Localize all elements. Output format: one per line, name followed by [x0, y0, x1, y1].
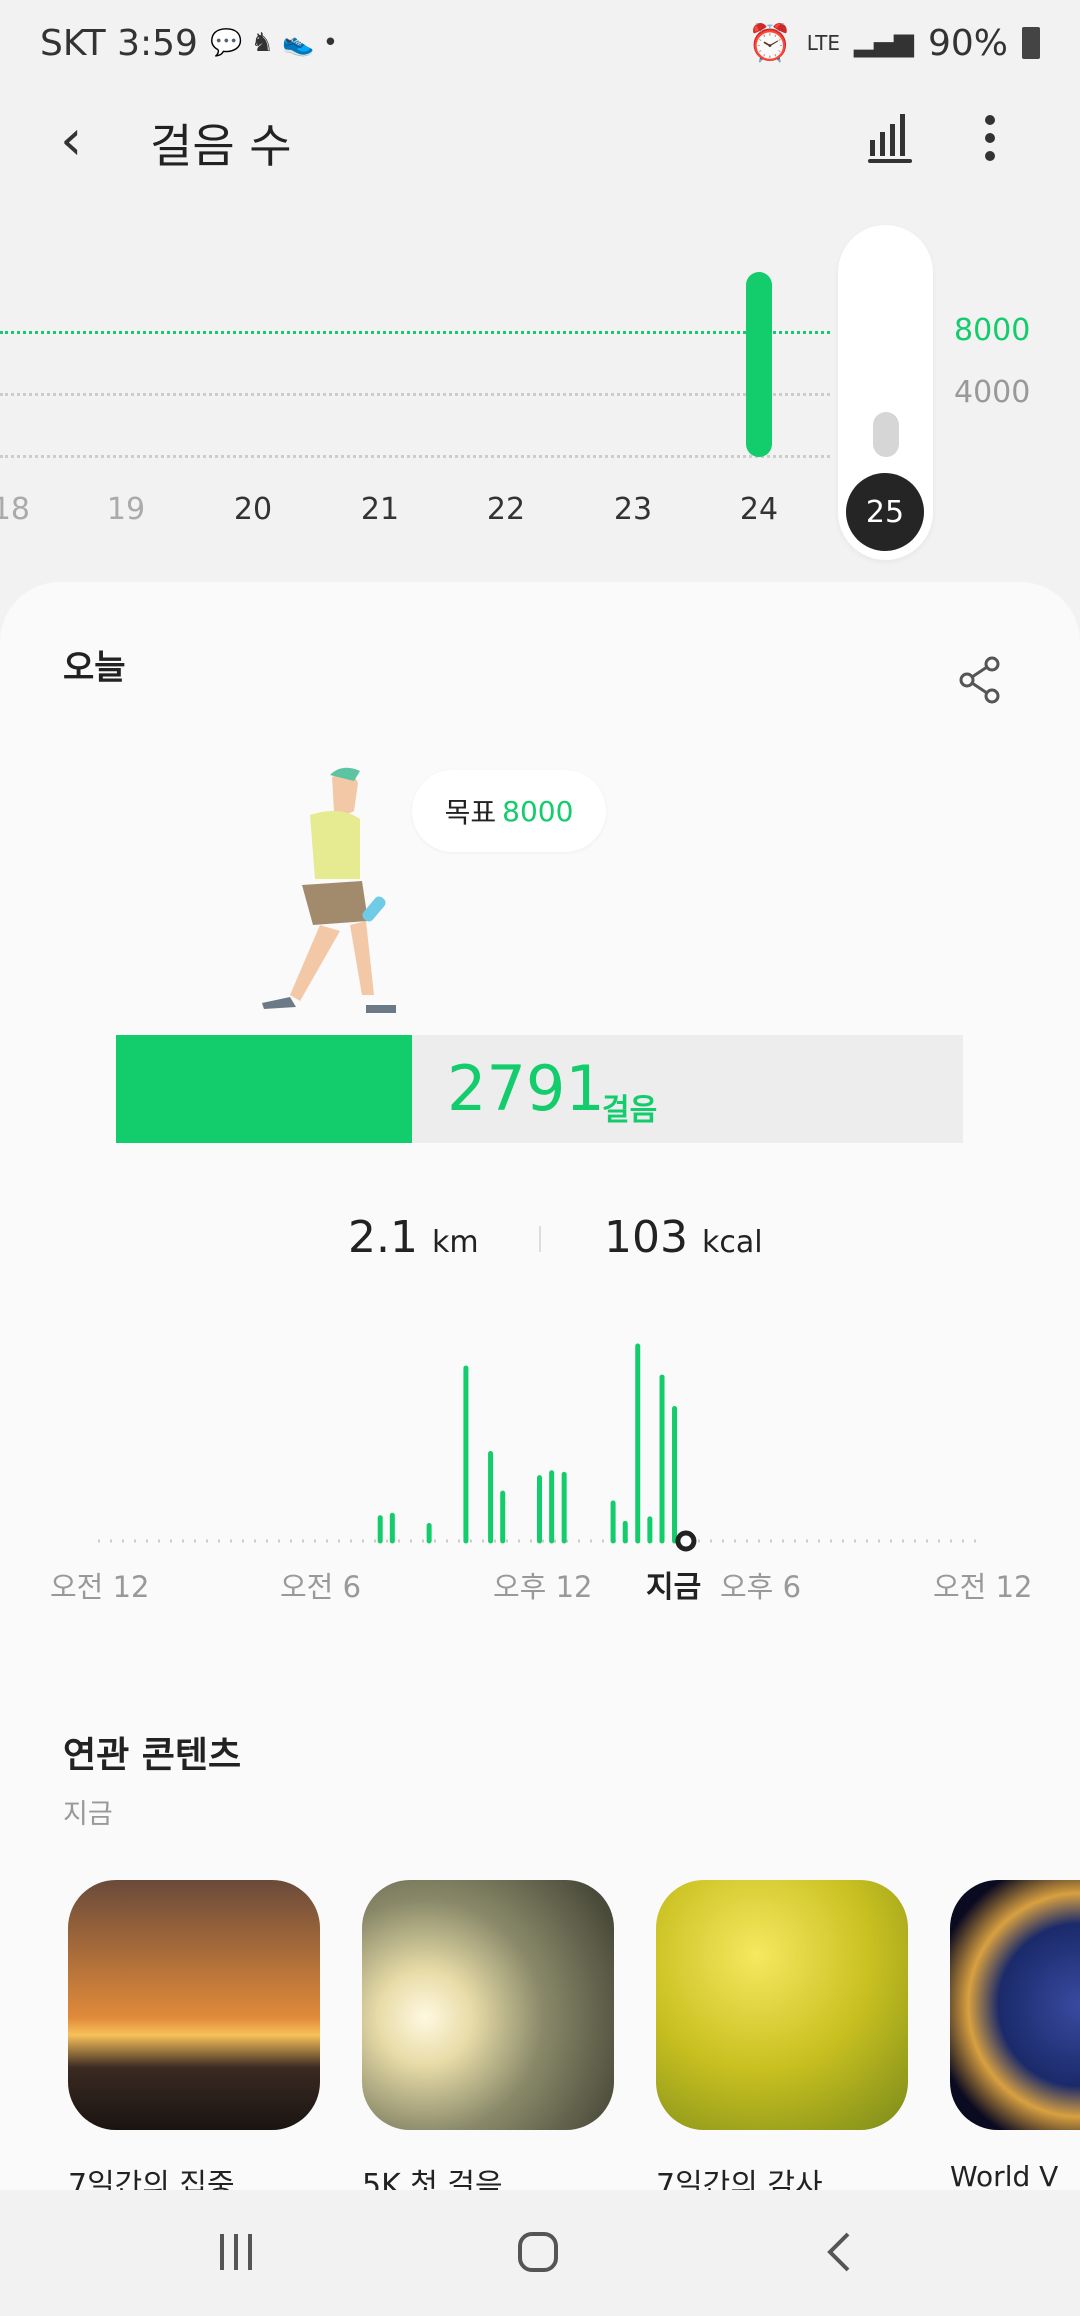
- gridline-4000: [0, 393, 830, 396]
- navigation-bar: [0, 2190, 1080, 2316]
- x-tick-label: 오전 6: [280, 1570, 362, 1604]
- calories-unit: kcal: [701, 1225, 763, 1260]
- back-button[interactable]: ‹: [60, 108, 83, 173]
- goal-bubble: 목표 8000: [412, 770, 606, 852]
- goal-value: 8000: [502, 794, 574, 828]
- content-card-image[interactable]: [656, 1880, 908, 2130]
- related-title: 연관 콘텐츠: [63, 1735, 242, 1776]
- content-card-image[interactable]: [362, 1880, 614, 2130]
- recents-icon[interactable]: [214, 2232, 258, 2272]
- hourly-steps-chart: [98, 1343, 981, 1552]
- day-label[interactable]: 23: [613, 492, 653, 527]
- day-bar-24[interactable]: [746, 272, 772, 457]
- now-label: 지금: [646, 1570, 702, 1605]
- alarm-icon: ⏰: [747, 23, 793, 64]
- day-bar-25[interactable]: [873, 412, 899, 457]
- x-tick-label: 오전 12: [933, 1570, 1033, 1604]
- status-bar: SKT 3:59 💬 ♞ 👟 • ⏰ LTE ▂▄▆ 90%: [40, 18, 1040, 68]
- distance-unit: km: [431, 1225, 479, 1260]
- x-tick-label: 오후 12: [493, 1570, 593, 1604]
- x-tick-label: 오전 12: [50, 1570, 150, 1604]
- network-type: LTE: [806, 31, 840, 55]
- clock: 3:59: [117, 22, 198, 64]
- content-card-image[interactable]: [68, 1880, 320, 2130]
- goal-prefix: 목표: [444, 796, 497, 829]
- steps-unit: 걸음: [602, 1093, 658, 1128]
- day-label[interactable]: 18: [0, 492, 30, 527]
- calories-value: 103: [604, 1212, 688, 1263]
- content-card-image[interactable]: [950, 1880, 1080, 2130]
- page-title: 걸음 수: [150, 119, 292, 173]
- walking-person-illustration: [262, 767, 396, 1013]
- now-marker: [675, 1530, 697, 1552]
- divider: [539, 1226, 541, 1252]
- more-vert-icon: [985, 115, 995, 161]
- carrier: SKT: [40, 22, 106, 64]
- x-tick-label: 오후 6: [720, 1570, 802, 1604]
- more-options-button[interactable]: [980, 112, 1000, 168]
- back-icon[interactable]: [824, 2232, 854, 2272]
- signal-icon: ▂▄▆: [853, 28, 914, 58]
- selected-day[interactable]: 25: [846, 473, 924, 551]
- calories: 103 kcal: [604, 1212, 763, 1263]
- notification-icons: 💬 ♞ 👟 •: [209, 28, 339, 58]
- goal-gridline: [0, 331, 830, 334]
- day-label[interactable]: 21: [360, 492, 400, 527]
- day-label[interactable]: 20: [233, 492, 273, 527]
- share-button[interactable]: [958, 656, 1002, 708]
- today-title: 오늘: [63, 648, 126, 688]
- battery-icon: [1022, 27, 1040, 59]
- share-icon: [959, 656, 1000, 704]
- steps-count: 2791: [447, 1052, 605, 1125]
- distance: 2.1 km: [348, 1212, 479, 1263]
- battery-level: 90%: [927, 22, 1008, 64]
- day-label[interactable]: 22: [486, 492, 526, 527]
- content-card-title[interactable]: World V: [950, 2160, 1059, 2193]
- day-label[interactable]: 19: [106, 492, 146, 527]
- day-label[interactable]: 24: [739, 492, 779, 527]
- bar-chart-button[interactable]: [866, 112, 916, 168]
- axis-label-4000: 4000: [954, 375, 1031, 410]
- home-icon[interactable]: [516, 2230, 560, 2274]
- goal-axis-label: 8000: [954, 313, 1031, 348]
- related-subtitle: 지금: [63, 1799, 113, 1830]
- distance-value: 2.1: [348, 1212, 418, 1263]
- steps-progress-fill: [116, 1035, 412, 1143]
- gridline-0: [0, 455, 830, 458]
- bar-chart-icon: [868, 114, 912, 163]
